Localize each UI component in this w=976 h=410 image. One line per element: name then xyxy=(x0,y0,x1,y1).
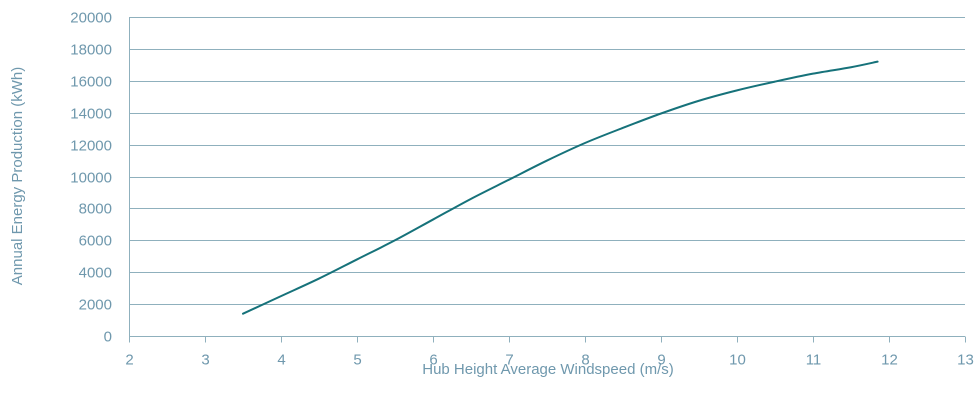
x-tick-label-2: 2 xyxy=(125,352,133,369)
x-tick-label-5: 5 xyxy=(353,352,361,369)
y-tick-label-12000: 12000 xyxy=(70,138,112,155)
x-tick-label-6: 6 xyxy=(429,352,437,369)
y-tick-label-18000: 18000 xyxy=(70,42,112,59)
y-axis-title: Annual Energy Production (kWh) xyxy=(9,67,26,285)
x-axis-title: Hub Height Average Windspeed (m/s) xyxy=(422,361,674,378)
series-line-0 xyxy=(242,60,879,315)
gridlines xyxy=(129,17,965,305)
x-tick-label-11: 11 xyxy=(806,352,822,369)
x-tick-label-10: 10 xyxy=(729,352,746,369)
x-tick-label-12: 12 xyxy=(881,352,898,369)
x-axis-ticks: 2 3 4 5 6 7 8 9 10 11 12 13 xyxy=(125,336,974,369)
y-tick-label-10000: 10000 xyxy=(70,170,112,187)
y-tick-label-20000: 20000 xyxy=(70,10,112,27)
y-tick-label-2000: 2000 xyxy=(79,297,112,314)
y-tick-label-4000: 4000 xyxy=(79,265,112,282)
y-tick-label-14000: 14000 xyxy=(70,106,112,123)
y-axis-ticks: 0 2000 4000 6000 8000 10000 12000 14000 16000 180… xyxy=(70,10,112,346)
x-tick-label-3: 3 xyxy=(201,352,209,369)
x-tick-label-4: 4 xyxy=(277,352,285,369)
y-tick-label-0: 0 xyxy=(104,329,112,346)
y-tick-label-6000: 6000 xyxy=(79,233,112,250)
x-tick-label-9: 9 xyxy=(657,352,665,369)
y-tick-label-16000: 16000 xyxy=(70,74,112,91)
series-layer xyxy=(242,60,879,315)
axes xyxy=(129,17,965,337)
y-tick-label-8000: 8000 xyxy=(79,201,112,218)
x-tick-label-8: 8 xyxy=(581,352,589,369)
x-tick-label-7: 7 xyxy=(505,352,513,369)
x-tick-label-13: 13 xyxy=(957,352,974,369)
